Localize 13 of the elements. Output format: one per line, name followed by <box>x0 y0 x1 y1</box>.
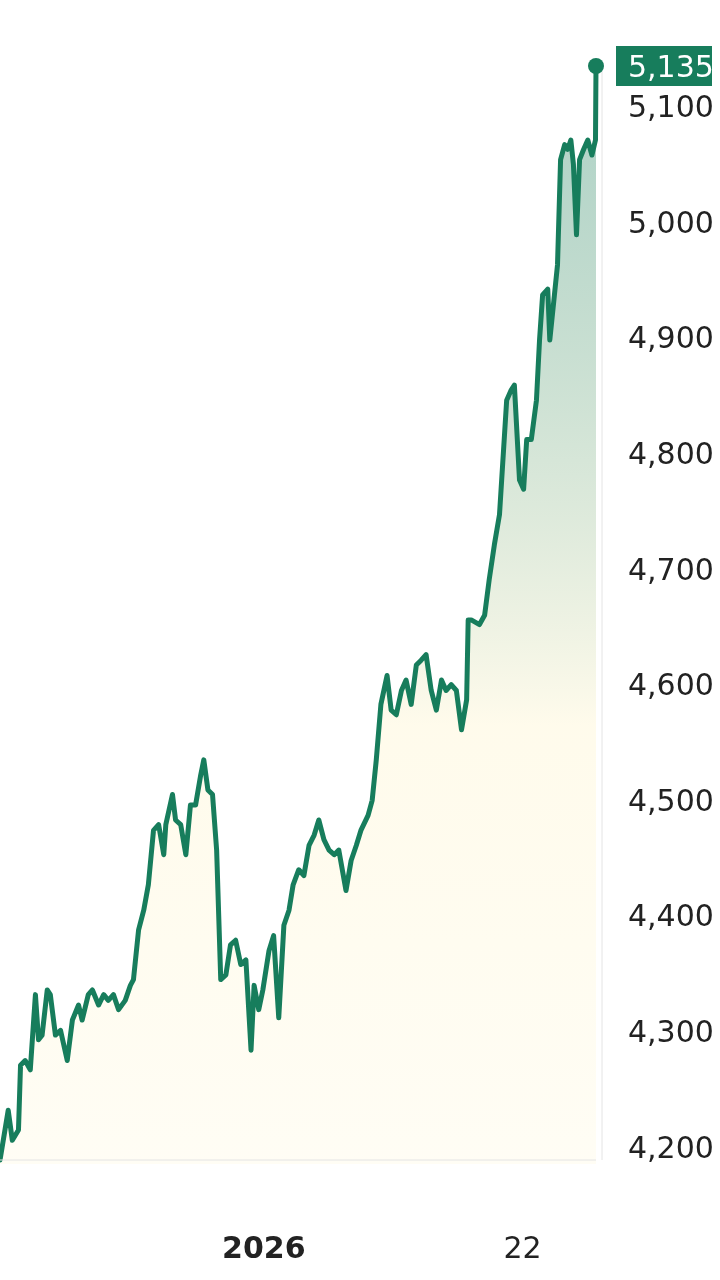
y-tick-label: 4,900 <box>628 320 714 356</box>
y-tick-label: 5,000 <box>628 204 714 240</box>
x-tick-label: 2026 <box>222 1230 306 1265</box>
y-tick-label: 4,200 <box>628 1129 714 1165</box>
y-tick-label: 4,300 <box>628 1014 714 1050</box>
annotation: 5,135 <box>628 48 714 84</box>
y-tick-label: 4,500 <box>628 782 714 818</box>
y-tick-label: 4,800 <box>628 435 714 471</box>
y-tick-label: 4,400 <box>628 898 714 934</box>
x-tick-label: 22 <box>503 1230 542 1265</box>
y-tick-label: 5,100 <box>628 88 714 124</box>
y-tick-label: 4,700 <box>628 551 714 587</box>
y-tick-label: 4,600 <box>628 667 714 703</box>
